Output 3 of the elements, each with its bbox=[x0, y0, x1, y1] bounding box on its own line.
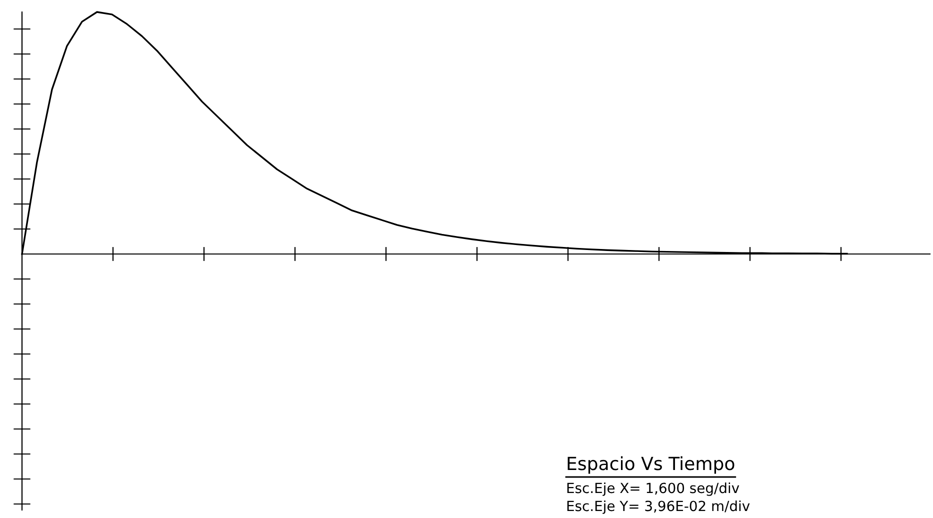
text: Espacio Vs Tiempo bbox=[568, 456, 734, 474]
text: Esc.Eje Y= 3,96E-02 m/div bbox=[567, 500, 750, 514]
text: Esc.Eje X= 1,600 seg/div bbox=[567, 482, 740, 496]
